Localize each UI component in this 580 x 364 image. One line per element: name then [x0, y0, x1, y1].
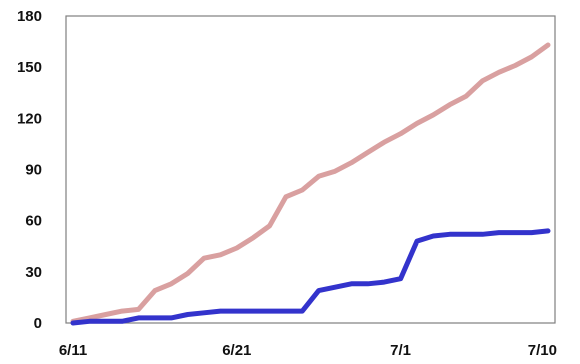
x-tick-label: 6/11: [59, 342, 87, 359]
y-tick-label: 150: [17, 59, 42, 76]
x-tick-label: 6/21: [222, 342, 251, 359]
x-tick-label: 7/1: [390, 342, 411, 359]
x-axis-ticks: 6/11 6/21 7/1 7/10: [59, 342, 557, 359]
y-tick-label: 180: [17, 8, 42, 25]
y-tick-label: 0: [34, 315, 42, 332]
series-line-2: [70, 228, 551, 326]
series-line-1: [70, 42, 551, 324]
plot-frame: [65, 15, 556, 324]
series-layer: [70, 42, 551, 326]
y-tick-label: 120: [17, 110, 42, 127]
y-tick-label: 30: [25, 264, 42, 281]
x-tick-label: 7/10: [528, 342, 557, 359]
y-axis-ticks: 0 30 60 90 120 150 180: [17, 8, 42, 332]
y-tick-label: 90: [25, 162, 42, 179]
y-tick-label: 60: [25, 213, 42, 230]
